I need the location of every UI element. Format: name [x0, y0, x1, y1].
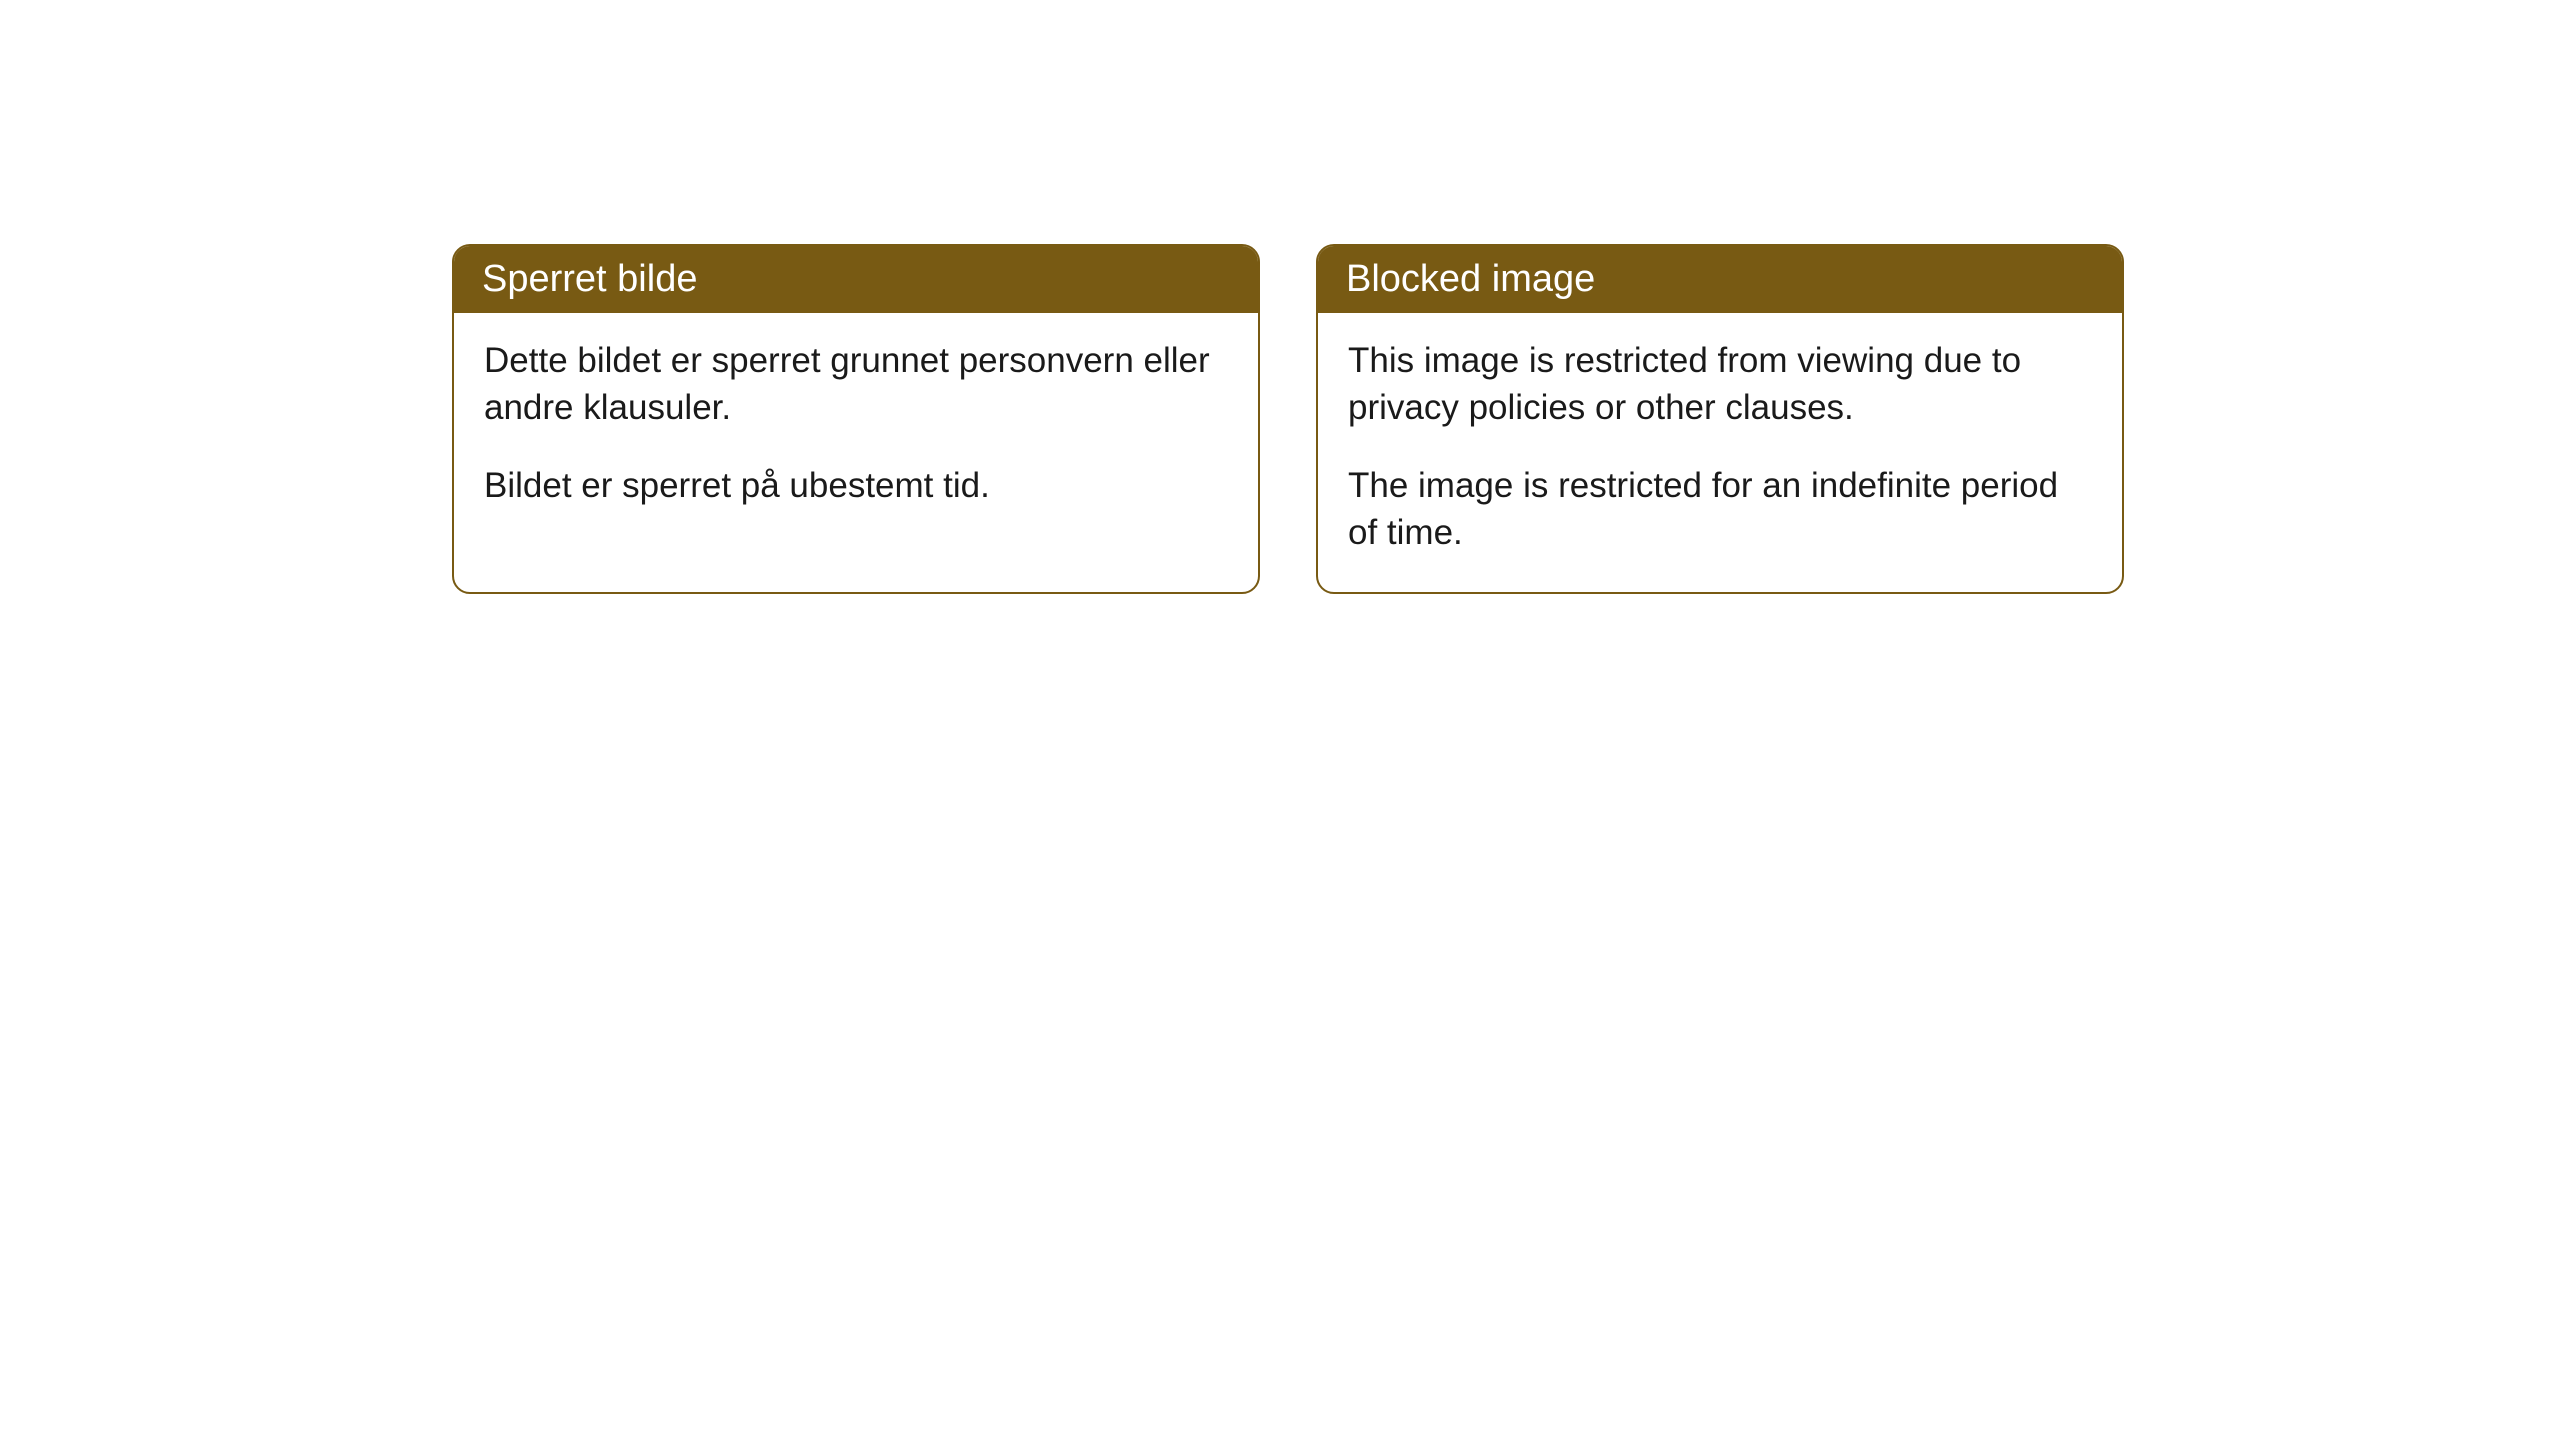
card-body: Dette bildet er sperret grunnet personve… — [454, 313, 1258, 545]
notice-card-norwegian: Sperret bilde Dette bildet er sperret gr… — [452, 244, 1260, 594]
card-header: Sperret bilde — [454, 246, 1258, 313]
card-paragraph: Bildet er sperret på ubestemt tid. — [484, 462, 1228, 509]
card-paragraph: The image is restricted for an indefinit… — [1348, 462, 2092, 557]
card-header: Blocked image — [1318, 246, 2122, 313]
card-body: This image is restricted from viewing du… — [1318, 313, 2122, 592]
notice-card-english: Blocked image This image is restricted f… — [1316, 244, 2124, 594]
card-paragraph: This image is restricted from viewing du… — [1348, 337, 2092, 432]
card-title: Blocked image — [1346, 258, 1595, 300]
notice-cards-container: Sperret bilde Dette bildet er sperret gr… — [452, 244, 2560, 594]
card-paragraph: Dette bildet er sperret grunnet personve… — [484, 337, 1228, 432]
card-title: Sperret bilde — [482, 258, 697, 300]
